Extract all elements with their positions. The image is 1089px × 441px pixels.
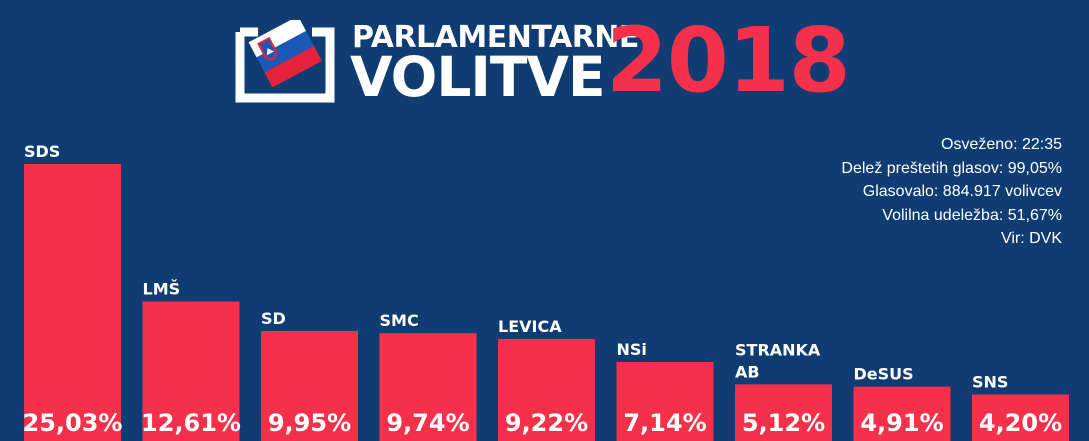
value-label-2: 9,95% [268, 409, 351, 437]
info-refreshed: Osveženo: 22:35 [941, 136, 1062, 153]
category-label-1: LMŠ [143, 279, 181, 298]
info-turnout: Volilna udeležba: 51,67% [882, 206, 1062, 224]
info-voted: Glasovalo: 884.917 volivcev [862, 183, 1062, 200]
category-label-4: LEVICA [498, 317, 562, 336]
value-label-4: 9,22% [505, 409, 588, 437]
bar-8 [972, 394, 1069, 441]
bar-5 [616, 361, 714, 441]
bar-0 [24, 164, 121, 441]
value-label-7: 4,91% [860, 409, 943, 437]
value-label-6: 5,12% [742, 409, 825, 437]
value-label-0: 25,03% [23, 409, 123, 437]
bar-2 [261, 330, 358, 441]
info-counted-share: Delež preštetih glasov: 99,05% [841, 159, 1062, 177]
bar-7 [853, 386, 951, 441]
category-label-0: SDS [24, 142, 60, 161]
category-label-7: DeSUS [854, 365, 914, 384]
title-year: 2018 [606, 8, 851, 112]
value-label-8: 4,20% [979, 409, 1062, 437]
category-label-6-line-1: AB [735, 362, 760, 381]
bar-1 [142, 301, 240, 441]
bar-6 [735, 384, 832, 441]
bar-3 [379, 333, 477, 441]
category-label-5: NSi [617, 340, 647, 359]
category-label-6-line-0: STRANKA [735, 340, 821, 359]
value-label-3: 9,74% [386, 409, 469, 437]
category-label-3: SMC [380, 311, 419, 330]
bar-4 [498, 338, 595, 441]
title-top: PARLAMENTARNE [352, 20, 639, 55]
value-label-1: 12,61% [141, 409, 241, 437]
category-label-8: SNS [972, 373, 1008, 392]
header: PARLAMENTARNE VOLITVE 2018 [0, 0, 1089, 130]
info-panel: Osveženo: 22:35 Delež preštetih glasov: … [841, 133, 1062, 251]
info-source: Vir: DVK [1000, 230, 1062, 247]
category-label-2: SD [261, 309, 286, 328]
title-bottom: VOLITVE [350, 45, 606, 109]
value-label-5: 7,14% [623, 409, 706, 437]
ballot-box-flag-icon [235, 20, 335, 103]
